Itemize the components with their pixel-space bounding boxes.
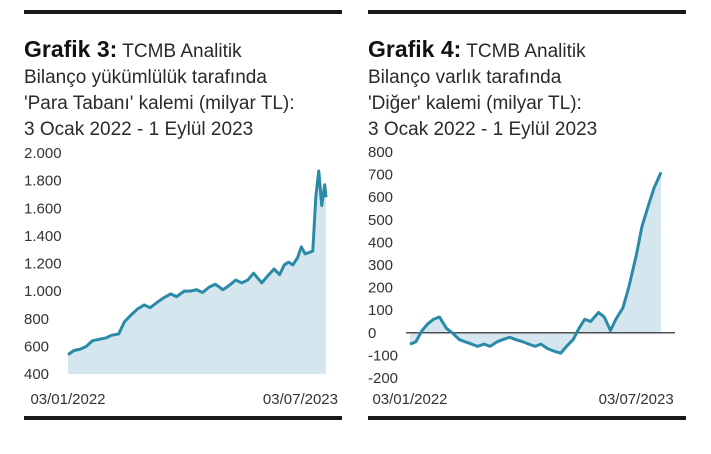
chart-svg: 2.000 1.800 1.600 1.400 1.200 1.000 800 600 400 0… <box>24 145 338 408</box>
y-tick-label: 500 <box>368 212 393 229</box>
series-area <box>410 172 661 354</box>
title-line-3: 'Diğer' kalemi (milyar TL): <box>368 93 582 114</box>
title-line-4: 3 Ocak 2022 - 1 Eylül 2023 <box>24 119 254 140</box>
top-rule <box>24 10 342 14</box>
y-tick-label: 1.000 <box>24 283 62 300</box>
y-tick-label: 0 <box>368 325 376 342</box>
chart-panel-3: Grafik 3: TCMB Analitik Bilanço yükümlül… <box>24 0 344 430</box>
top-rule <box>368 10 686 14</box>
title-line-1: TCMB Analitik <box>466 41 586 62</box>
x-tick-label: 03/01/2022 <box>30 391 105 408</box>
y-tick-label: 100 <box>368 302 393 319</box>
x-tick-label: 03/07/2023 <box>263 391 338 408</box>
y-tick-label: 600 <box>24 338 49 355</box>
chart-label: Grafik 3: <box>24 36 118 62</box>
title-line-2: Bilanço yükümlülük tarafında <box>24 67 267 88</box>
y-tick-label: 800 <box>368 144 393 161</box>
x-tick-label: 03/07/2023 <box>599 391 674 408</box>
title-line-1: TCMB Analitik <box>122 41 242 62</box>
title-line-2: Bilanço varlık tarafında <box>368 67 562 88</box>
bottom-rule <box>368 416 686 420</box>
y-tick-label: 2.000 <box>24 145 62 162</box>
y-tick-label: -100 <box>368 347 398 364</box>
y-tick-label: 400 <box>368 234 393 251</box>
y-tick-label: 1.600 <box>24 200 62 217</box>
series-area <box>68 170 326 374</box>
y-tick-label: 600 <box>368 189 393 206</box>
title-line-4: 3 Ocak 2022 - 1 Eylül 2023 <box>368 119 598 140</box>
chart-label: Grafik 4: <box>368 36 462 62</box>
chart-panel-4: Grafik 4: TCMB Analitik Bilanço varlık t… <box>368 0 688 430</box>
y-tick-label: 200 <box>368 280 393 297</box>
series-line <box>67 169 328 356</box>
y-tick-label: 300 <box>368 257 393 274</box>
series-line <box>409 171 663 355</box>
chart-title: Grafik 4: TCMB Analitik Bilanço varlık t… <box>368 36 686 143</box>
y-tick-label: 400 <box>24 366 49 383</box>
y-tick-label: 1.800 <box>24 173 62 190</box>
bottom-rule <box>24 416 342 420</box>
chart-svg: 800 700 600 500 400 300 200 100 0 -100 -200 03/01/2… <box>368 144 675 408</box>
y-tick-label: -200 <box>368 370 398 387</box>
y-tick-label: 1.400 <box>24 228 62 245</box>
y-tick-label: 800 <box>24 311 49 328</box>
y-tick-label: 700 <box>368 167 393 184</box>
chart-title: Grafik 3: TCMB Analitik Bilanço yükümlül… <box>24 36 342 143</box>
x-tick-label: 03/01/2022 <box>372 391 447 408</box>
title-line-3: 'Para Tabanı' kalemi (milyar TL): <box>24 93 295 114</box>
y-tick-label: 1.200 <box>24 256 62 273</box>
